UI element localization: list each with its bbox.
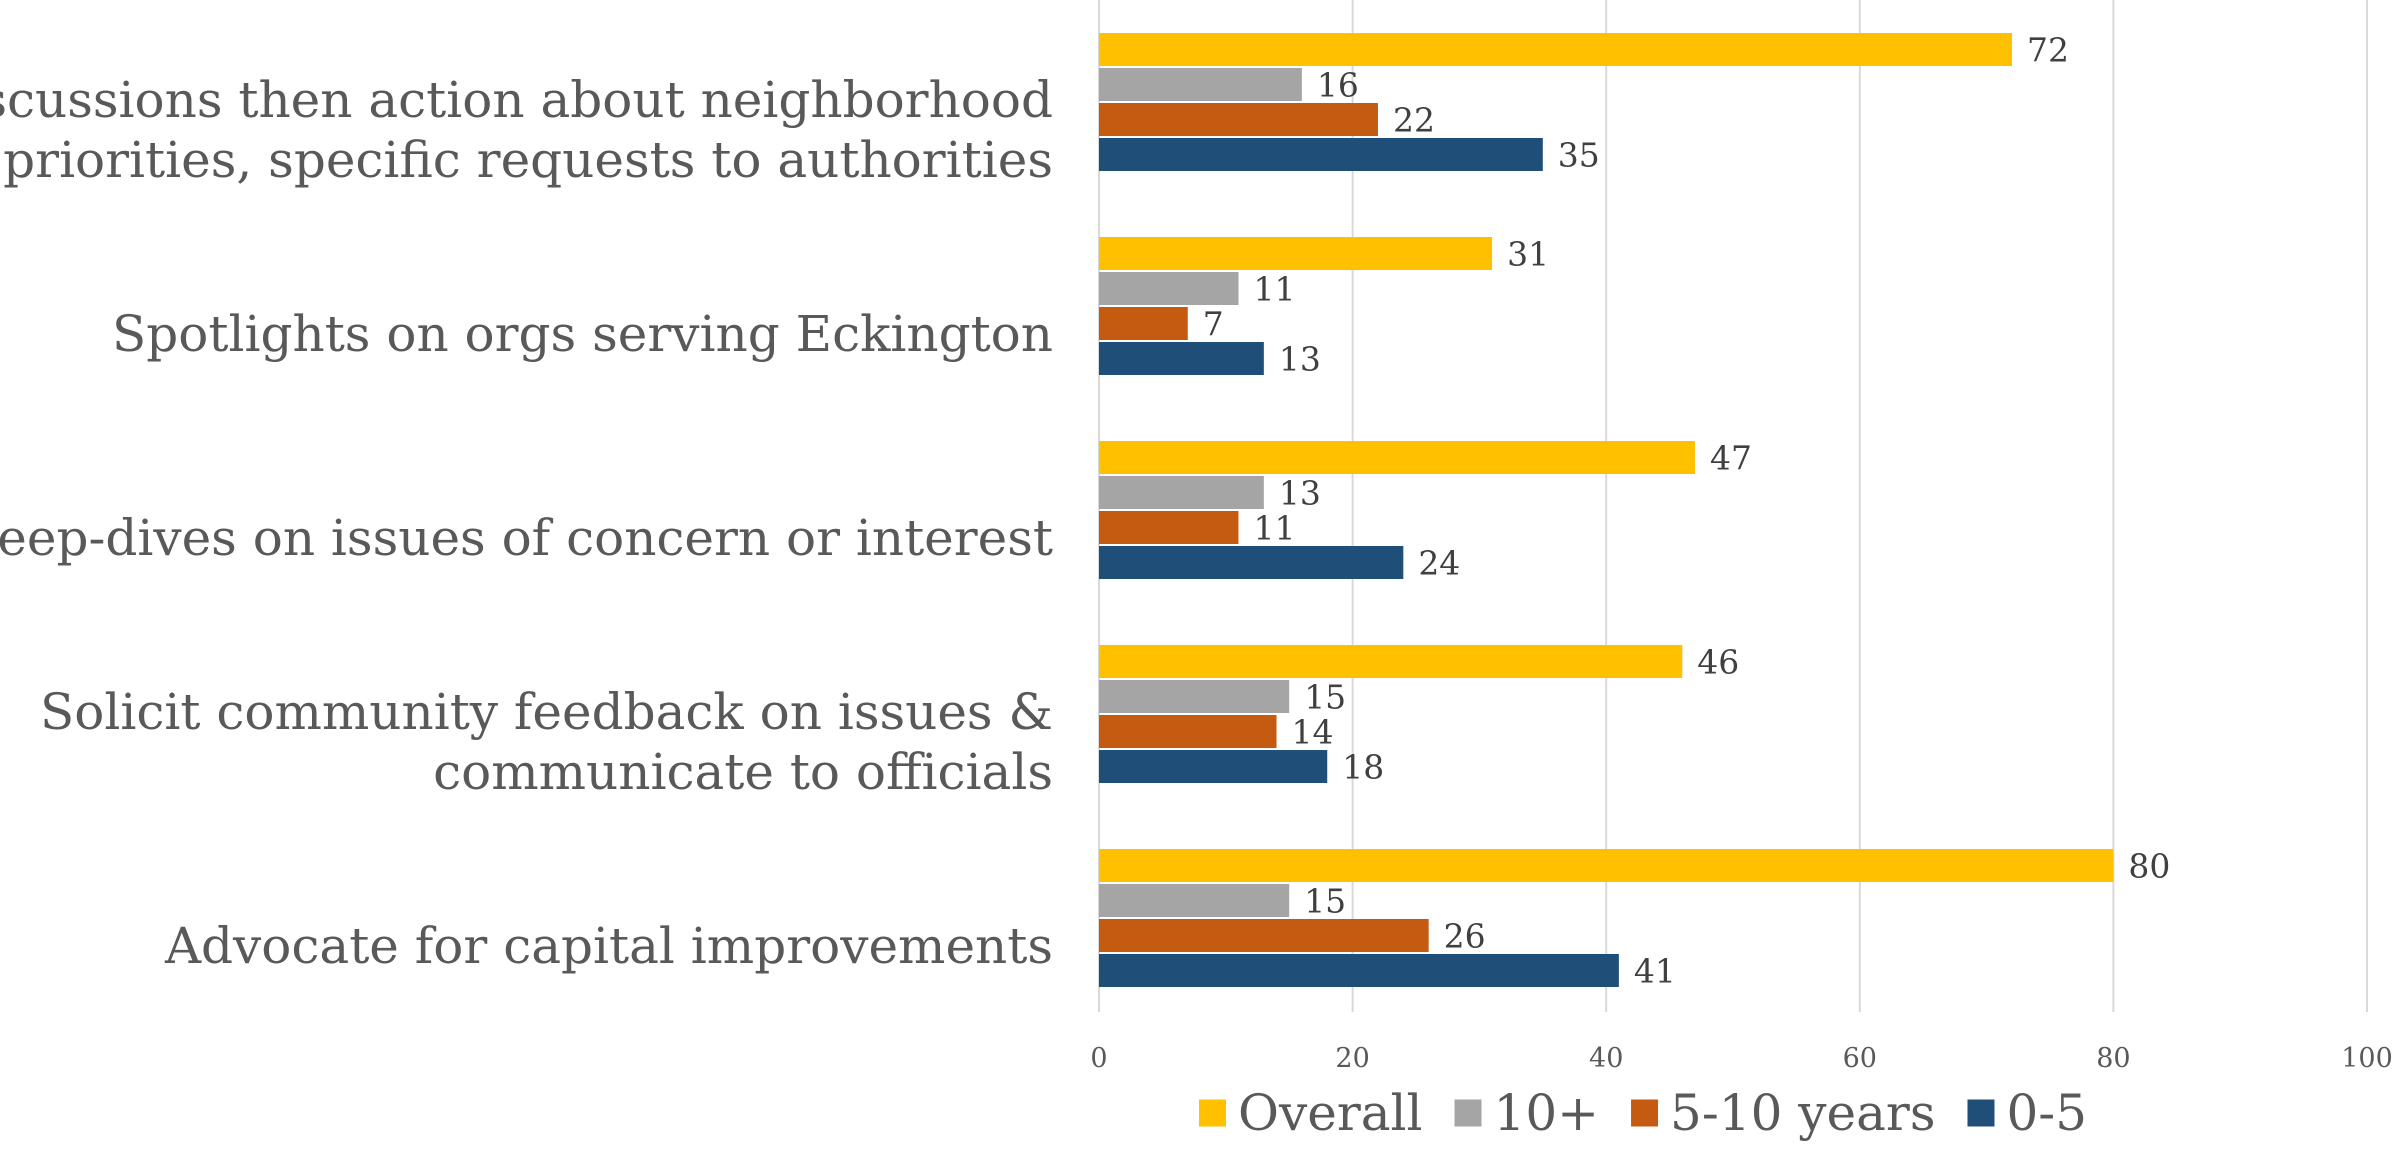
bar-0-5-3 xyxy=(1099,750,1328,783)
bar-overall-4 xyxy=(1099,849,2114,882)
category-label: Advocate for capital improvements xyxy=(164,917,1053,975)
bar-10--0 xyxy=(1099,68,1302,101)
bar-5-10-years-1 xyxy=(1099,307,1188,340)
category-label-line: Deep-dives on issues of concern or inter… xyxy=(0,509,1053,567)
data-label: 31 xyxy=(1507,235,1549,274)
legend-item-overall: Overall xyxy=(1198,1084,1423,1142)
x-tick-label: 80 xyxy=(2096,1043,2130,1074)
data-label: 72 xyxy=(2027,31,2069,70)
legend-label: Overall xyxy=(1238,1084,1423,1142)
data-label: 13 xyxy=(1279,340,1321,379)
data-label: 13 xyxy=(1279,474,1321,513)
legend-swatch xyxy=(1198,1099,1226,1127)
data-label: 46 xyxy=(1697,643,1739,682)
legend-swatch xyxy=(1967,1099,1995,1127)
data-label: 11 xyxy=(1253,509,1295,548)
legend-label: 0-5 xyxy=(2006,1084,2087,1142)
data-label: 35 xyxy=(1558,136,1600,175)
bar-overall-0 xyxy=(1099,33,2012,66)
category-label-line: Discussions then action about neighborho… xyxy=(0,71,1053,129)
bar-overall-2 xyxy=(1099,441,1695,474)
x-tick-label: 0 xyxy=(1090,1043,1107,1074)
bar-overall-3 xyxy=(1099,645,1683,678)
data-label: 18 xyxy=(1342,748,1384,787)
legend-item-10-: 10+ xyxy=(1454,1084,1600,1142)
x-axis-ticks: 0 20 40 60 80 100 xyxy=(1090,1043,2392,1074)
category-label-line: communicate to officials xyxy=(433,743,1053,801)
category-label-line: Spotlights on orgs serving Eckington xyxy=(112,305,1053,363)
category-label: Discussions then action about neighborho… xyxy=(0,71,1053,189)
data-label: 80 xyxy=(2128,847,2170,886)
legend-item-5-10-years: 5-10 years xyxy=(1631,1084,1935,1142)
data-label: 26 xyxy=(1444,917,1486,956)
data-label: 41 xyxy=(1634,952,1676,991)
bar-5-10-years-2 xyxy=(1099,511,1239,544)
bar-5-10-years-4 xyxy=(1099,919,1429,952)
legend-label: 10+ xyxy=(1494,1084,1600,1142)
x-tick-label: 60 xyxy=(1843,1043,1877,1074)
category-label: Spotlights on orgs serving Eckington xyxy=(112,305,1053,363)
data-label: 14 xyxy=(1292,713,1334,752)
data-label: 7 xyxy=(1203,305,1224,344)
category-labels: Discussions then action about neighborho… xyxy=(0,71,1053,975)
category-label: Solicit community feedback on issues & co… xyxy=(40,683,1053,801)
data-label: 47 xyxy=(1710,439,1752,478)
legend: Overall 10+ 5-10 years 0-5 xyxy=(1198,1084,2087,1142)
legend-label: 5-10 years xyxy=(1670,1084,1935,1142)
category-label-line: Advocate for capital improvements xyxy=(164,917,1053,975)
category-label-line: Solicit community feedback on issues & xyxy=(40,683,1053,741)
data-label: 15 xyxy=(1304,678,1346,717)
bar-5-10-years-3 xyxy=(1099,715,1277,748)
x-tick-label: 20 xyxy=(1335,1043,1369,1074)
bar-10--4 xyxy=(1099,884,1290,917)
data-label: 11 xyxy=(1253,270,1295,309)
data-label: 16 xyxy=(1317,66,1359,105)
bar-10--3 xyxy=(1099,680,1290,713)
legend-swatch xyxy=(1454,1099,1482,1127)
bar-0-5-0 xyxy=(1099,138,1543,171)
bar-overall-1 xyxy=(1099,237,1493,270)
legend-item-0-5: 0-5 xyxy=(1967,1084,2087,1142)
bar-10--2 xyxy=(1099,476,1264,509)
bar-5-10-years-0 xyxy=(1099,103,1378,136)
bar-0-5-4 xyxy=(1099,954,1619,987)
bars xyxy=(1099,33,2114,987)
data-label: 24 xyxy=(1418,544,1460,583)
bar-0-5-2 xyxy=(1099,546,1404,579)
bar-0-5-1 xyxy=(1099,342,1264,375)
data-label: 15 xyxy=(1304,882,1346,921)
data-label: 22 xyxy=(1393,101,1435,140)
category-label: Deep-dives on issues of concern or inter… xyxy=(0,509,1053,567)
x-tick-label: 100 xyxy=(2341,1043,2393,1074)
legend-swatch xyxy=(1631,1099,1659,1127)
x-tick-label: 40 xyxy=(1589,1043,1623,1074)
category-label-line: priorities, specific requests to authori… xyxy=(3,131,1053,189)
bar-10--1 xyxy=(1099,272,1239,305)
